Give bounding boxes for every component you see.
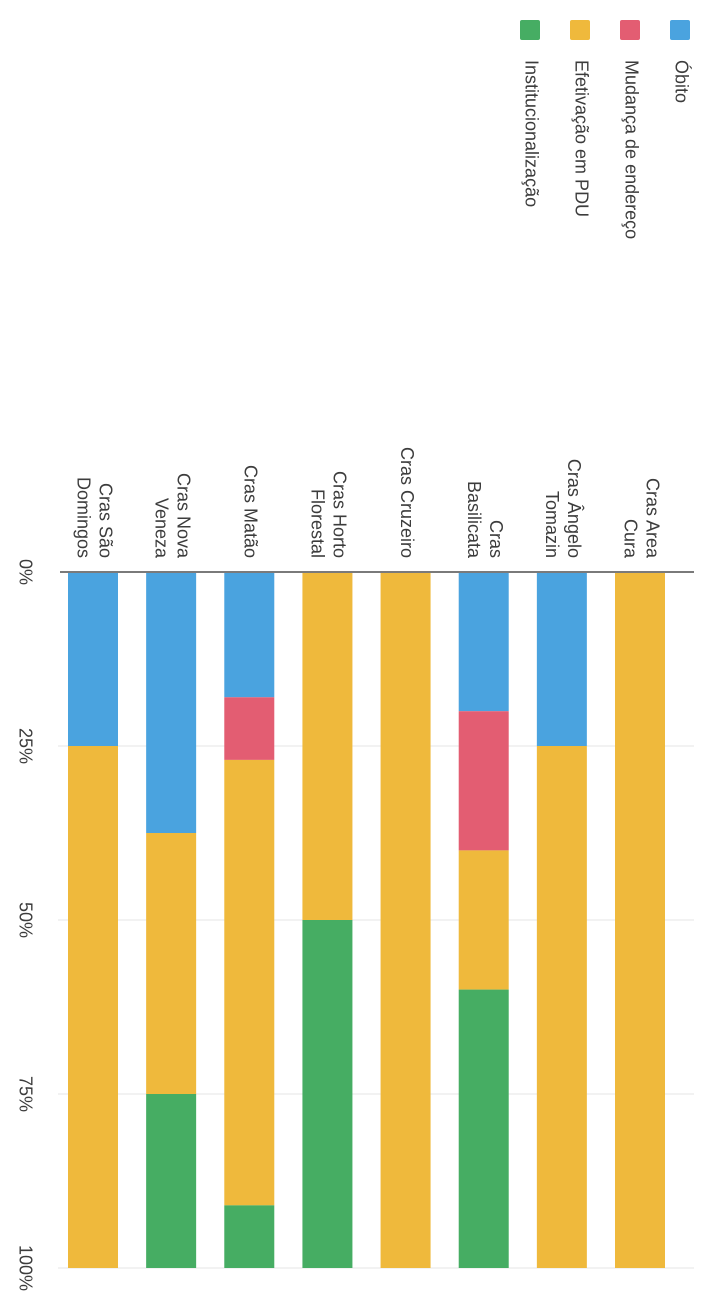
value-tick-label-0: 0% <box>15 559 35 585</box>
bar-segment-2-0 <box>458 572 509 712</box>
value-tick-labels: 0% 25% 50% 75% 100% <box>15 559 35 1291</box>
bar-segment-0-2 <box>615 572 665 1268</box>
bar-segment-7-2 <box>68 746 118 1268</box>
legend: Óbito Mudança de endereço Efetivação em PD… <box>520 20 692 239</box>
category-label-4-line-1: Florestal <box>308 489 328 558</box>
legend-label-1: Mudança de endereço <box>621 60 641 239</box>
bar-segment-3-2 <box>380 572 431 1268</box>
category-label-3-line-0: Cras Cruzeiro <box>397 447 417 558</box>
bar-segment-6-3 <box>146 1094 197 1268</box>
category-label-2-line-0: Cras <box>486 520 506 558</box>
legend-swatch-0 <box>670 20 690 40</box>
bar-segment-2-3 <box>458 989 509 1268</box>
bar-segment-5-3 <box>224 1205 275 1268</box>
legend-label-3: Institucionalização <box>521 60 541 207</box>
bar-segment-7-0 <box>68 572 118 746</box>
category-label-7-line-0: Cras São <box>95 483 115 558</box>
category-label-1-line-0: Cras Ângelo <box>564 459 584 558</box>
category-label-6-line-1: Veneza <box>151 498 171 559</box>
legend-swatch-1 <box>620 20 640 40</box>
value-tick-label-2: 50% <box>15 902 35 938</box>
bar-segment-1-2 <box>536 746 587 1268</box>
bar-segment-2-2 <box>458 850 509 990</box>
category-label-4-line-0: Cras Horto <box>330 471 350 558</box>
legend-swatch-2 <box>570 20 590 40</box>
value-tick-label-3: 75% <box>15 1076 35 1112</box>
bar-segment-5-2 <box>224 759 275 1206</box>
legend-swatch-3 <box>520 20 540 40</box>
category-label-6-line-0: Cras Nova <box>173 473 193 559</box>
stacked-bars <box>68 572 665 1268</box>
bar-segment-2-1 <box>458 711 509 851</box>
legend-label-2: Efetivação em PDU <box>571 60 591 217</box>
category-label-0-line-0: Cras Area <box>642 478 662 559</box>
value-tick-label-1: 25% <box>15 728 35 764</box>
value-tick-label-4: 100% <box>15 1245 35 1291</box>
category-label-1-line-1: Tomazin <box>542 491 562 558</box>
category-label-0-line-1: Cura <box>620 519 640 559</box>
category-label-2-line-1: Basilicata <box>464 481 484 559</box>
bar-segment-6-2 <box>146 833 197 1094</box>
bar-segment-4-3 <box>302 920 353 1268</box>
legend-label-0: Óbito <box>671 60 692 103</box>
bar-segment-1-0 <box>536 572 587 746</box>
bar-segment-6-0 <box>146 572 197 833</box>
category-label-5-line-0: Cras Matão <box>241 465 261 558</box>
bar-segment-5-1 <box>224 697 275 760</box>
bar-segment-5-0 <box>224 572 275 698</box>
bar-segment-4-2 <box>302 572 353 920</box>
category-label-7-line-1: Domingos <box>73 477 93 558</box>
